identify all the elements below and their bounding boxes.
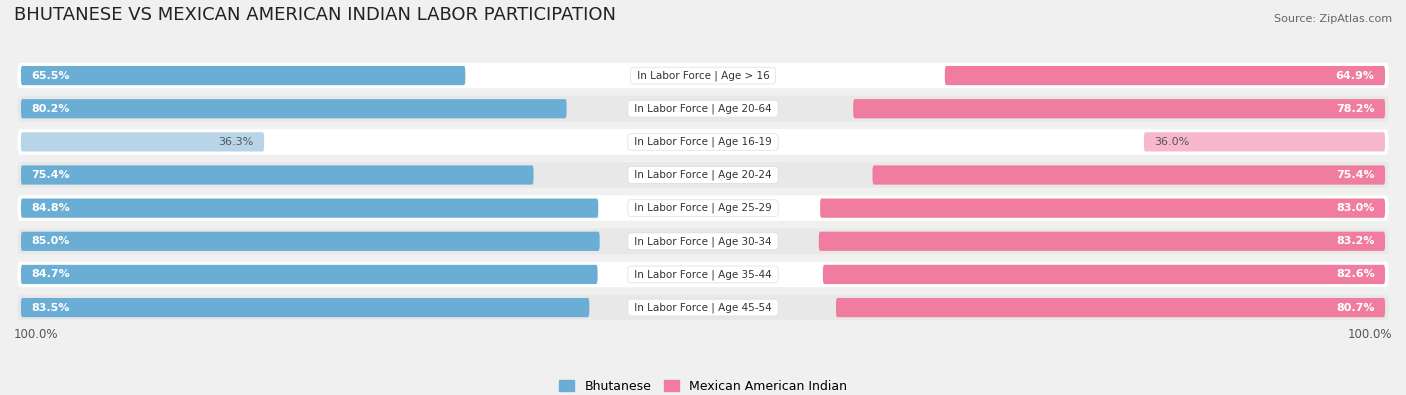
Text: 78.2%: 78.2% <box>1336 104 1375 114</box>
Text: 80.2%: 80.2% <box>31 104 70 114</box>
Text: 75.4%: 75.4% <box>31 170 70 180</box>
FancyBboxPatch shape <box>17 129 1389 154</box>
Text: 83.0%: 83.0% <box>1336 203 1375 213</box>
FancyBboxPatch shape <box>21 199 599 218</box>
FancyBboxPatch shape <box>21 265 598 284</box>
FancyBboxPatch shape <box>1144 132 1385 151</box>
FancyBboxPatch shape <box>818 232 1385 251</box>
FancyBboxPatch shape <box>21 232 599 251</box>
Text: 36.0%: 36.0% <box>1154 137 1189 147</box>
Text: 85.0%: 85.0% <box>31 236 70 246</box>
FancyBboxPatch shape <box>17 229 1389 254</box>
Text: 80.7%: 80.7% <box>1336 303 1375 312</box>
FancyBboxPatch shape <box>873 166 1385 184</box>
FancyBboxPatch shape <box>17 63 1389 88</box>
Legend: Bhutanese, Mexican American Indian: Bhutanese, Mexican American Indian <box>560 380 846 393</box>
Text: Source: ZipAtlas.com: Source: ZipAtlas.com <box>1274 14 1392 24</box>
Text: BHUTANESE VS MEXICAN AMERICAN INDIAN LABOR PARTICIPATION: BHUTANESE VS MEXICAN AMERICAN INDIAN LAB… <box>14 6 616 24</box>
FancyBboxPatch shape <box>837 298 1385 317</box>
Text: 64.9%: 64.9% <box>1336 71 1375 81</box>
FancyBboxPatch shape <box>853 99 1385 118</box>
Text: 83.5%: 83.5% <box>31 303 70 312</box>
Text: 83.2%: 83.2% <box>1336 236 1375 246</box>
Text: In Labor Force | Age 16-19: In Labor Force | Age 16-19 <box>631 137 775 147</box>
Text: In Labor Force | Age 30-34: In Labor Force | Age 30-34 <box>631 236 775 246</box>
Text: In Labor Force | Age 25-29: In Labor Force | Age 25-29 <box>631 203 775 213</box>
Text: 82.6%: 82.6% <box>1336 269 1375 279</box>
Text: In Labor Force | Age > 16: In Labor Force | Age > 16 <box>634 70 772 81</box>
FancyBboxPatch shape <box>21 99 567 118</box>
FancyBboxPatch shape <box>17 162 1389 188</box>
Text: 75.4%: 75.4% <box>1336 170 1375 180</box>
Text: In Labor Force | Age 45-54: In Labor Force | Age 45-54 <box>631 302 775 313</box>
Text: In Labor Force | Age 20-64: In Labor Force | Age 20-64 <box>631 103 775 114</box>
Text: 100.0%: 100.0% <box>1347 328 1392 341</box>
FancyBboxPatch shape <box>945 66 1385 85</box>
FancyBboxPatch shape <box>21 66 465 85</box>
Text: 65.5%: 65.5% <box>31 71 70 81</box>
FancyBboxPatch shape <box>17 196 1389 221</box>
FancyBboxPatch shape <box>17 295 1389 320</box>
Text: In Labor Force | Age 35-44: In Labor Force | Age 35-44 <box>631 269 775 280</box>
Text: 84.7%: 84.7% <box>31 269 70 279</box>
FancyBboxPatch shape <box>823 265 1385 284</box>
Text: 84.8%: 84.8% <box>31 203 70 213</box>
FancyBboxPatch shape <box>820 199 1385 218</box>
FancyBboxPatch shape <box>21 298 589 317</box>
Text: 36.3%: 36.3% <box>218 137 254 147</box>
FancyBboxPatch shape <box>17 96 1389 122</box>
FancyBboxPatch shape <box>21 132 264 151</box>
Text: In Labor Force | Age 20-24: In Labor Force | Age 20-24 <box>631 170 775 180</box>
Text: 100.0%: 100.0% <box>14 328 59 341</box>
FancyBboxPatch shape <box>21 166 533 184</box>
FancyBboxPatch shape <box>17 261 1389 287</box>
